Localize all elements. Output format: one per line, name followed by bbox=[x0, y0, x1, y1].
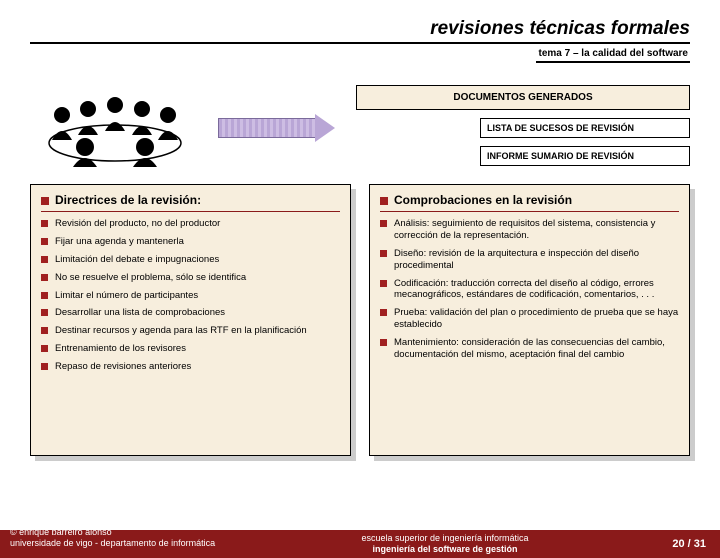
right-panel-wrap: Comprobaciones en la revisión Análisis: … bbox=[369, 184, 690, 456]
list-item: Prueba: validación del plan o procedimie… bbox=[380, 307, 679, 331]
subtitle-wrap: tema 7 – la calidad del software bbox=[0, 48, 690, 63]
meeting-illustration bbox=[30, 85, 200, 170]
left-panel-wrap: Directrices de la revisión: Revisión del… bbox=[30, 184, 351, 456]
list-item: Diseño: revisión de la arquitectura e in… bbox=[380, 248, 679, 272]
left-list: Revisión del producto, no del productor … bbox=[41, 218, 340, 373]
list-item: Análisis: seguimiento de requisitos del … bbox=[380, 218, 679, 242]
title-bar: revisiones técnicas formales bbox=[30, 18, 690, 44]
list-item: Repaso de revisiones anteriores bbox=[41, 361, 340, 373]
list-item: Destinar recursos y agenda para las RTF … bbox=[41, 325, 340, 337]
document-item: INFORME SUMARIO DE REVISIÓN bbox=[480, 146, 690, 166]
list-item: Revisión del producto, no del productor bbox=[41, 218, 340, 230]
list-item: Desarrollar una lista de comprobaciones bbox=[41, 307, 340, 319]
slide-subtitle: tema 7 – la calidad del software bbox=[536, 48, 690, 63]
right-list: Análisis: seguimiento de requisitos del … bbox=[380, 218, 679, 361]
arrow-wrap bbox=[218, 85, 338, 170]
list-item: Fijar una agenda y mantenerla bbox=[41, 236, 340, 248]
footer-left: © enrique barreiro alonso universidade d… bbox=[0, 527, 250, 549]
footer: © enrique barreiro alonso universidade d… bbox=[0, 530, 720, 558]
document-item: LISTA DE SUCESOS DE REVISIÓN bbox=[480, 118, 690, 138]
list-item: Entrenamiento de los revisores bbox=[41, 343, 340, 355]
left-heading: Directrices de la revisión: bbox=[41, 193, 340, 212]
slide-title: revisiones técnicas formales bbox=[30, 18, 690, 42]
footer-mid: escuela superior de ingeniería informáti… bbox=[250, 533, 640, 555]
list-item: Codificación: traducción correcta del di… bbox=[380, 278, 679, 302]
arrow-icon bbox=[218, 114, 338, 142]
top-area: DOCUMENTOS GENERADOS LISTA DE SUCESOS DE… bbox=[30, 85, 690, 170]
list-item: Mantenimiento: consideración de las cons… bbox=[380, 337, 679, 361]
documents-header: DOCUMENTOS GENERADOS bbox=[356, 85, 690, 110]
list-item: Limitar el número de participantes bbox=[41, 290, 340, 302]
columns: Directrices de la revisión: Revisión del… bbox=[30, 184, 690, 456]
left-panel: Directrices de la revisión: Revisión del… bbox=[30, 184, 351, 456]
right-panel: Comprobaciones en la revisión Análisis: … bbox=[369, 184, 690, 456]
right-heading: Comprobaciones en la revisión bbox=[380, 193, 679, 212]
documents-column: DOCUMENTOS GENERADOS LISTA DE SUCESOS DE… bbox=[356, 85, 690, 166]
list-item: Limitación del debate e impugnaciones bbox=[41, 254, 340, 266]
list-item: No se resuelve el problema, sólo se iden… bbox=[41, 272, 340, 284]
